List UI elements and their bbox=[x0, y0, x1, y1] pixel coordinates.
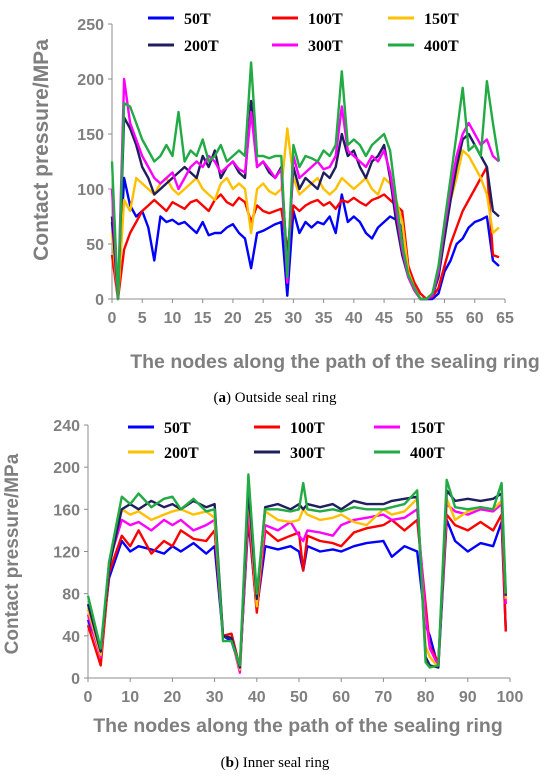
x-tick-label: 35 bbox=[315, 310, 333, 327]
x-tick-label: 10 bbox=[164, 310, 182, 327]
series-line-50t bbox=[110, 176, 500, 301]
x-tick-label: 0 bbox=[84, 689, 93, 706]
caption-text: Inner seal ring bbox=[239, 755, 330, 771]
figure-caption: (b) Inner seal ring bbox=[221, 755, 330, 771]
x-tick-label: 70 bbox=[375, 689, 393, 706]
chart-panel-outside: 0 50 100 150 200 250 0 5 10 15 20 25 30 35 40 45 50 55 60 6… bbox=[30, 11, 540, 406]
y-tick-label: 160 bbox=[53, 502, 80, 519]
x-tick-label: 20 bbox=[164, 689, 182, 706]
legend-label: 300T bbox=[290, 445, 325, 462]
legend-label: 200T bbox=[184, 38, 219, 55]
x-tick-label: 55 bbox=[436, 310, 454, 327]
x-tick-label: 25 bbox=[254, 310, 272, 327]
series-line-400t bbox=[110, 61, 501, 301]
y-tick-label: 80 bbox=[62, 587, 80, 604]
x-tick-label: 45 bbox=[375, 310, 393, 327]
caption-letter: b bbox=[226, 755, 234, 771]
y-tick-label: 240 bbox=[53, 418, 80, 435]
x-tick-label: 15 bbox=[194, 310, 212, 327]
x-tick-label: 0 bbox=[108, 310, 117, 327]
series-group-1 bbox=[86, 473, 507, 674]
legend-label: 300T bbox=[308, 38, 343, 55]
y-tick-label: 50 bbox=[86, 237, 104, 254]
x-tick-label: 50 bbox=[405, 310, 423, 327]
figure-caption: (a) Outside seal ring bbox=[214, 390, 337, 406]
y-tick-label: 150 bbox=[77, 127, 104, 144]
y-tick-label: 200 bbox=[53, 460, 80, 477]
y-tick-label: 0 bbox=[95, 292, 104, 309]
legend-label: 400T bbox=[424, 38, 459, 55]
series-group-0 bbox=[110, 61, 501, 301]
y-tick-label: 120 bbox=[53, 545, 80, 562]
legend-0: 50T 100T 150T 200T 300T 400T bbox=[148, 11, 459, 55]
series-line-100t bbox=[110, 165, 500, 301]
y-tick-label: 250 bbox=[77, 17, 104, 34]
legend-label: 150T bbox=[410, 420, 445, 437]
x-tick-label: 50 bbox=[290, 689, 308, 706]
series-line-200t bbox=[110, 99, 500, 301]
x-tick-label: 40 bbox=[248, 689, 266, 706]
x-tick-label: 30 bbox=[206, 689, 224, 706]
x-tick-label: 60 bbox=[332, 689, 350, 706]
legend-label: 200T bbox=[164, 445, 199, 462]
legend-1: 50T 100T 150T 200T 300T 400T bbox=[128, 420, 445, 462]
y-axis-label: Contact pressure/MPa bbox=[30, 39, 53, 261]
y-axis-label: Contact pressure/MPa bbox=[2, 453, 23, 654]
x-tick-label: 80 bbox=[417, 689, 435, 706]
x-tick-label: 40 bbox=[345, 310, 363, 327]
y-tick-label: 200 bbox=[77, 72, 104, 89]
legend-label: 150T bbox=[424, 11, 459, 28]
caption-letter: a bbox=[219, 390, 227, 406]
caption-text: Outside seal ring bbox=[231, 390, 337, 406]
legend-label: 400T bbox=[410, 445, 445, 462]
y-tick-label: 40 bbox=[62, 629, 80, 646]
legend-label: 50T bbox=[164, 420, 191, 437]
x-tick-label: 10 bbox=[121, 689, 139, 706]
series-line-400t bbox=[86, 473, 507, 669]
legend-label: 100T bbox=[290, 420, 325, 437]
axes-1: 0 40 80 120 160 200 240 0 10 20 30 40 50 60 70 80 90 100 bbox=[53, 418, 523, 706]
x-tick-label: 60 bbox=[466, 310, 484, 327]
x-tick-label: 30 bbox=[284, 310, 302, 327]
x-tick-label: 5 bbox=[138, 310, 147, 327]
series-line-150t bbox=[110, 127, 500, 301]
y-tick-label: 100 bbox=[77, 182, 104, 199]
x-tick-label: 100 bbox=[497, 689, 524, 706]
x-tick-label: 65 bbox=[496, 310, 514, 327]
legend-label: 50T bbox=[184, 11, 211, 28]
x-tick-label: 20 bbox=[224, 310, 242, 327]
legend-label: 100T bbox=[308, 11, 343, 28]
x-axis-label: The nodes along the path of the sealing … bbox=[93, 715, 503, 737]
x-axis-label: The nodes along the path of the sealing … bbox=[130, 351, 540, 373]
x-tick-label: 90 bbox=[459, 689, 477, 706]
y-tick-label: 0 bbox=[71, 671, 80, 688]
axes-0: 0 50 100 150 200 250 0 5 10 15 20 25 30 35 40 45 50 55 60 6… bbox=[77, 17, 514, 327]
